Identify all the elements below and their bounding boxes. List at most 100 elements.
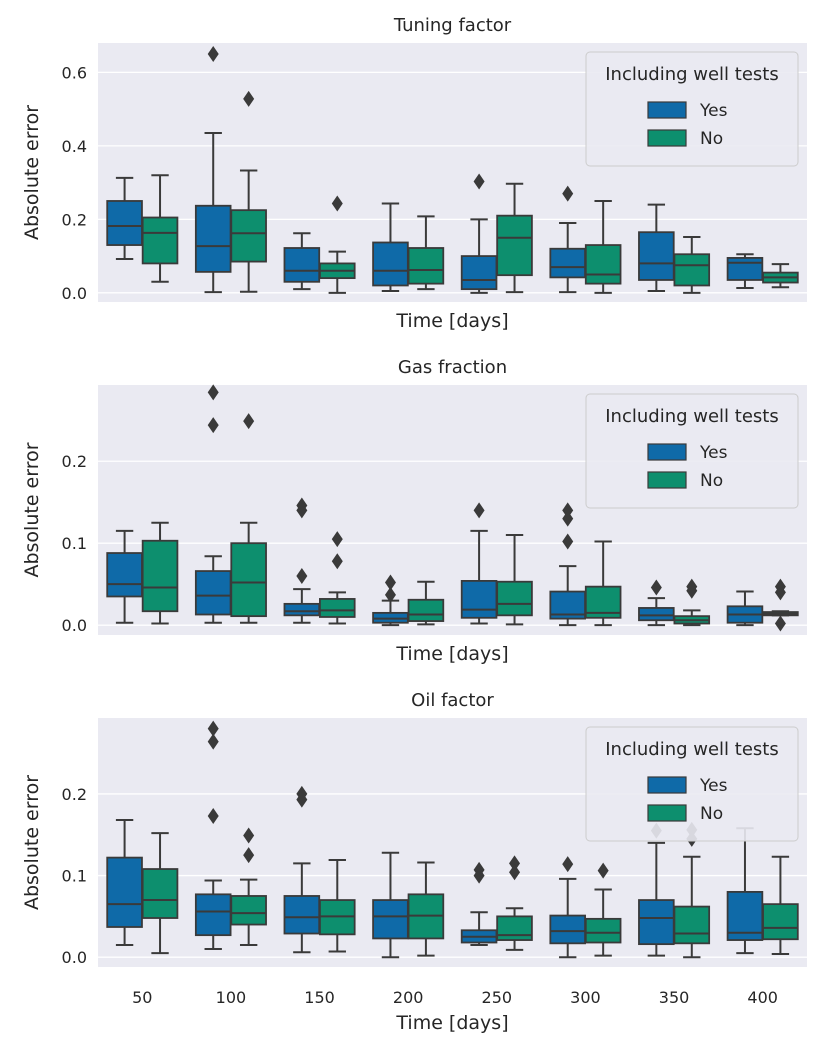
box-group	[407, 215, 445, 291]
box-group	[460, 502, 498, 625]
y-axis-label: Absolute error	[21, 442, 43, 577]
box-group	[549, 502, 586, 627]
legend-label-no: No	[700, 471, 723, 491]
legend-label-no: No	[700, 804, 723, 824]
outlier-marker	[473, 502, 485, 519]
outlier-marker	[296, 567, 308, 584]
y-tick-label: 0.2	[62, 210, 87, 229]
y-tick-label: 0.0	[62, 616, 87, 635]
y-tick-label: 0.2	[62, 785, 87, 804]
box-group	[194, 384, 232, 624]
box-yes	[638, 899, 675, 946]
outlier-marker	[562, 510, 574, 527]
legend-title: Including well tests	[605, 406, 778, 427]
outlier-marker	[207, 384, 219, 401]
outlier-marker	[509, 855, 521, 872]
outlier-marker	[207, 417, 219, 434]
box-no	[673, 905, 711, 945]
box-group	[319, 531, 356, 625]
x-axis-label: Time [days]	[395, 310, 508, 332]
outlier-marker	[686, 582, 698, 599]
legend-swatch-no	[647, 129, 687, 147]
outlier-marker	[384, 574, 396, 591]
box-group	[549, 185, 586, 294]
box-group	[673, 578, 711, 627]
box-group	[549, 856, 586, 959]
box-yes	[194, 570, 232, 616]
outlier-marker	[243, 847, 255, 864]
box-no	[319, 598, 356, 618]
outlier-marker	[296, 502, 308, 519]
outlier-marker	[650, 579, 662, 596]
outlier-marker	[562, 185, 574, 202]
legend: Including well tests Yes No	[585, 726, 799, 842]
y-tick-label: 0.1	[62, 867, 87, 886]
outlier-marker	[597, 862, 609, 879]
outlier-marker	[296, 791, 308, 808]
box-yes	[106, 552, 143, 598]
y-tick-label: 0.4	[62, 137, 87, 156]
box-group	[673, 821, 711, 959]
box-yes	[460, 255, 498, 291]
box-group	[584, 199, 622, 294]
box-yes	[549, 914, 586, 945]
box-group	[319, 195, 356, 294]
box-group	[638, 579, 675, 627]
x-tick-label: 200	[393, 988, 424, 1007]
x-tick-label: 150	[304, 988, 335, 1007]
box-group	[319, 859, 356, 953]
legend-swatch-yes	[647, 443, 687, 461]
legend-title: Including well tests	[605, 739, 778, 760]
x-tick-label: 50	[132, 988, 152, 1007]
y-tick-label: 0.2	[62, 452, 87, 471]
outlier-marker	[331, 195, 343, 212]
box-yes	[460, 580, 498, 619]
legend: Including well tests Yes No	[585, 393, 799, 509]
box-no	[584, 917, 622, 944]
outlier-marker	[473, 173, 485, 190]
x-tick-label: 300	[570, 988, 601, 1007]
box-group	[141, 521, 179, 625]
x-tick-label: 100	[216, 988, 247, 1007]
legend-swatch-no	[647, 804, 687, 822]
box-yes	[638, 231, 675, 281]
box-no	[496, 915, 533, 941]
box-group	[372, 202, 409, 292]
panel-2: 0.0 0.1 0.2 Gas fraction Absolute error Time …	[21, 357, 807, 665]
y-tick-label: 0.6	[62, 63, 87, 82]
box-group	[762, 855, 799, 955]
box-group	[584, 540, 622, 627]
box-group	[194, 720, 232, 951]
chart-title: Gas fraction	[398, 357, 507, 378]
box-group	[230, 827, 267, 946]
outlier-marker	[243, 90, 255, 107]
y-axis-label: Absolute error	[21, 105, 43, 240]
outlier-marker	[243, 413, 255, 430]
outlier-marker	[562, 502, 574, 519]
box-group	[673, 235, 711, 294]
legend-label-yes: Yes	[699, 443, 728, 463]
box-group	[460, 861, 498, 946]
legend: Including well tests Yes No	[585, 51, 799, 167]
box-no	[230, 542, 267, 618]
box-no	[407, 247, 445, 285]
box-no	[141, 216, 179, 265]
box-group	[407, 861, 445, 957]
box-yes	[106, 200, 143, 246]
outlier-marker	[774, 615, 786, 632]
legend-title: Including well tests	[605, 64, 778, 85]
outlier-marker	[331, 553, 343, 570]
legend-label-no: No	[700, 129, 723, 149]
x-axis-label: Time [days]	[395, 643, 508, 665]
box-group	[638, 203, 675, 292]
box-group	[141, 174, 179, 283]
chart-title: Tuning factor	[393, 15, 512, 36]
box-no	[141, 868, 179, 919]
box-group	[762, 578, 799, 632]
box-group	[460, 173, 498, 294]
box-group	[496, 534, 533, 626]
box-group	[372, 851, 409, 959]
x-axis-label: Time [days]	[395, 1012, 508, 1034]
box-group	[726, 590, 764, 627]
